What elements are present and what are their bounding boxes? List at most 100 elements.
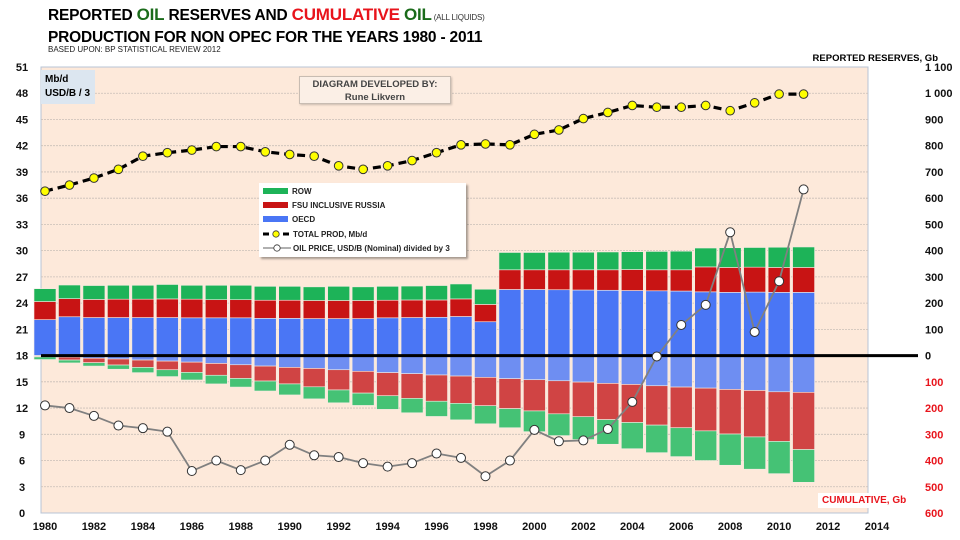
bar-reserves-oecd — [792, 292, 815, 356]
unit-label-box: Mb/d USD/B / 3 — [41, 70, 95, 104]
bar-reserves-oecd — [767, 292, 791, 356]
price-point — [64, 403, 75, 414]
bar-cumulative-row — [767, 441, 791, 474]
legend-swatch-fsu-icon — [263, 202, 288, 208]
bar-cumulative-oecd — [572, 355, 595, 383]
bar-reserves-oecd — [425, 316, 448, 356]
left-tick-label: 3 — [19, 482, 25, 494]
title-cumulative-word: CUMULATIVE — [291, 5, 400, 24]
price-point — [137, 423, 148, 434]
bar-reserves-fsu — [33, 301, 57, 320]
bar-reserves-oecd — [400, 317, 424, 356]
bar-cumulative-row — [107, 364, 130, 370]
bar-cumulative-row — [204, 374, 228, 385]
bar-reserves-oecd — [107, 317, 130, 356]
price-point — [162, 426, 173, 437]
bar-cumulative-fsu — [743, 390, 766, 438]
bar-reserves-row — [425, 285, 448, 301]
left-tick-label: 51 — [16, 62, 28, 74]
bar-reserves-oecd — [449, 316, 473, 356]
bar-reserves-oecd — [229, 317, 253, 356]
bar-cumulative-oecd — [400, 355, 424, 374]
production-point — [578, 113, 589, 124]
legend-item-row: ROW — [263, 184, 312, 198]
bar-cumulative-fsu — [474, 377, 497, 406]
bar-reserves-row — [107, 284, 130, 300]
bar-cumulative-fsu — [131, 359, 155, 368]
right-tick-label: 500 — [925, 219, 943, 231]
chart-title: REPORTED OIL RESERVES AND CUMULATIVE OIL… — [48, 5, 485, 48]
bar-cumulative-fsu — [58, 356, 81, 361]
production-point — [187, 145, 197, 155]
production-point — [260, 147, 271, 157]
bar-reserves-oecd — [498, 289, 522, 356]
left-tick-label: 39 — [16, 167, 28, 179]
x-tick-label: 2010 — [767, 521, 791, 533]
bar-cumulative-fsu — [572, 381, 595, 418]
bar-cumulative-row — [33, 356, 57, 360]
bar-cumulative-row — [694, 430, 718, 461]
bar-cumulative-oecd — [351, 355, 375, 372]
bar-reserves-row — [669, 250, 693, 271]
bar-cumulative-oecd — [425, 355, 448, 376]
bar-cumulative-row — [547, 413, 571, 436]
bar-cumulative-oecd — [767, 355, 791, 393]
x-tick-label: 1986 — [180, 521, 204, 533]
bar-reserves-row — [376, 286, 399, 301]
price-point — [211, 455, 222, 466]
legend: ROW FSU INCLUSIVE RUSSIA OECD TOTAL PROD… — [259, 183, 466, 257]
bar-reserves-oecd — [351, 318, 375, 356]
legend-swatch-row-icon — [263, 188, 288, 194]
production-series — [40, 89, 809, 196]
bar-reserves-fsu — [596, 269, 620, 291]
bar-cumulative-oecd — [596, 355, 620, 384]
bar-cumulative-row — [718, 433, 742, 466]
bar-reserves-row — [547, 251, 571, 271]
price-point — [113, 420, 124, 431]
bar-cumulative-fsu — [792, 392, 815, 450]
bar-cumulative-row — [156, 369, 179, 377]
bar-reserves-row — [572, 251, 595, 271]
price-point — [529, 424, 540, 435]
bar-cumulative-fsu — [376, 372, 399, 397]
bar-cumulative-fsu — [253, 365, 277, 382]
price-point — [553, 436, 564, 447]
bar-reserves-fsu — [156, 298, 179, 318]
price-point — [749, 326, 760, 337]
bar-cumulative-oecd — [449, 355, 473, 377]
bar-cumulative-row — [82, 362, 106, 367]
legend-line-circle-marker-icon — [263, 244, 291, 252]
bar-cumulative-fsu — [718, 389, 742, 435]
x-tick-label: 1988 — [229, 521, 253, 533]
bars — [33, 246, 815, 483]
bar-reserves-oecd — [253, 318, 277, 356]
bar-cumulative-row — [620, 422, 644, 450]
bar-reserves-row — [620, 251, 644, 270]
bar-cumulative-oecd — [547, 355, 571, 382]
bar-reserves-row — [204, 284, 228, 301]
bar-reserves-fsu — [400, 299, 424, 318]
production-point — [40, 186, 50, 196]
bar-cumulative-fsu — [425, 374, 448, 402]
right-tick-label-cumulative: 200 — [925, 403, 943, 415]
left-tick-label: 24 — [16, 298, 29, 310]
x-tick-label: 1996 — [424, 521, 448, 533]
left-tick-label: 18 — [16, 351, 28, 363]
bar-reserves-row — [58, 284, 81, 299]
right-tick-label-cumulative: 500 — [925, 482, 943, 494]
left-tick-label: 33 — [16, 219, 28, 231]
production-point — [235, 141, 246, 152]
bar-reserves-oecd — [278, 318, 302, 356]
production-point — [309, 151, 319, 161]
bar-cumulative-row — [278, 383, 302, 396]
bar-reserves-fsu — [82, 299, 106, 318]
production-point — [798, 89, 809, 99]
bar-reserves-row — [351, 286, 375, 301]
production-point — [676, 102, 687, 113]
bar-reserves-fsu — [229, 299, 253, 319]
bar-reserves-fsu — [645, 269, 669, 292]
production-point — [725, 105, 735, 116]
bar-reserves-oecd — [620, 290, 644, 356]
bar-reserves-fsu — [449, 298, 473, 317]
unit-label-usd: USD/B / 3 — [45, 88, 91, 99]
